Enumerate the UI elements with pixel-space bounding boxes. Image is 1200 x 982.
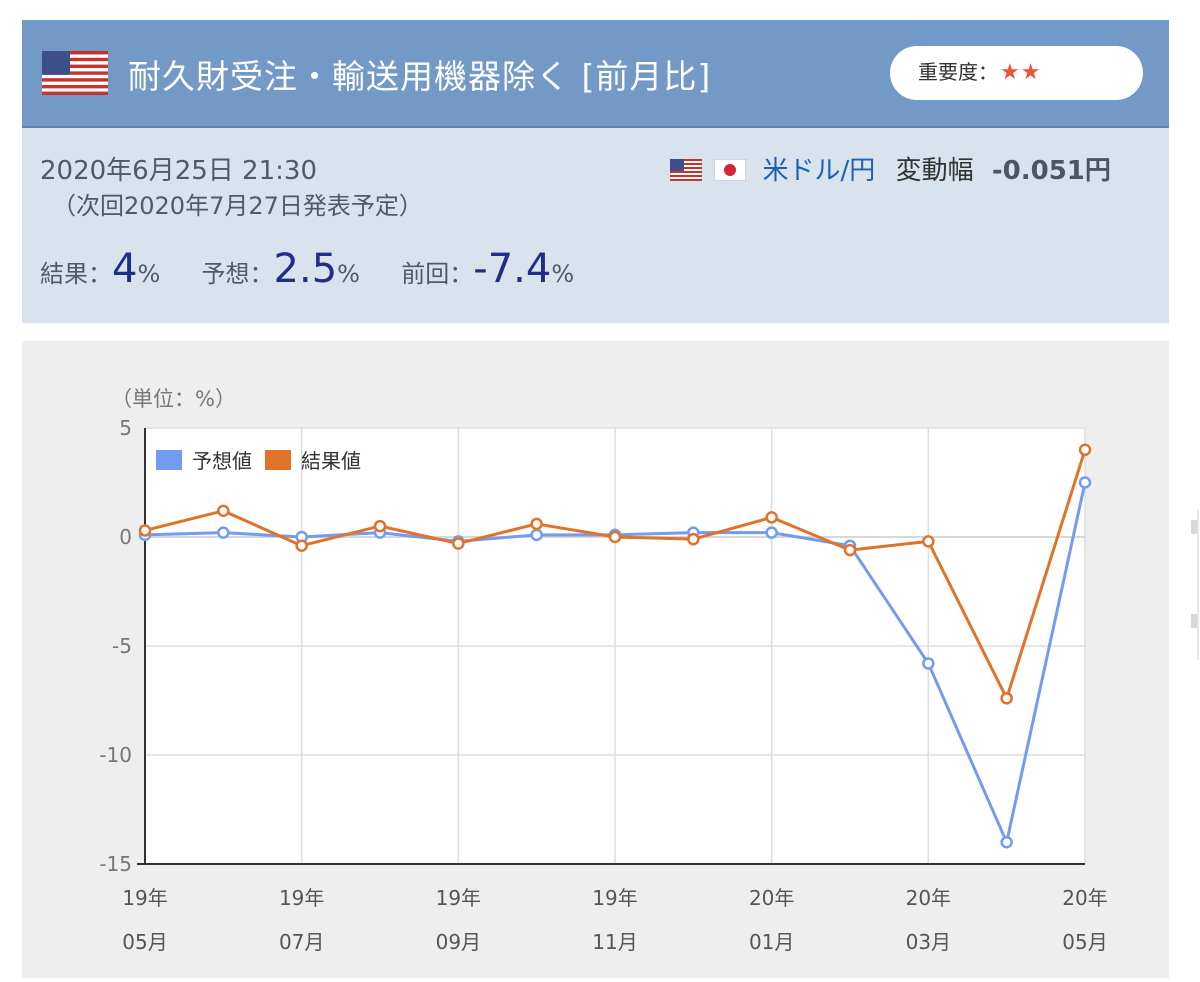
unit-label: （単位：%） bbox=[111, 387, 236, 411]
y-tick-label: -10 bbox=[99, 743, 132, 767]
data-point bbox=[1000, 692, 1013, 705]
release-datetime: 2020年6月25日 21:30 bbox=[40, 156, 317, 186]
x-tick-year: 19年 bbox=[592, 886, 637, 910]
indicator-title: 耐久財受注・輸送用機器除く [前月比] bbox=[128, 57, 712, 96]
line-chart: （単位：%） 5 0 -5 -10 -15 19年 05月 19年 07月 19年 09月 19年 11… bbox=[99, 387, 1107, 954]
x-tick-year: 19年 bbox=[122, 886, 167, 910]
us-flag-small-icon bbox=[670, 159, 702, 181]
scrollbar[interactable] bbox=[1188, 510, 1200, 660]
previous-label: 前回： bbox=[401, 260, 474, 288]
release-info-panel: 2020年6月25日 21:30 （次回2020年7月27日発表予定） 米ドル/… bbox=[22, 128, 1169, 323]
x-tick-year: 20年 bbox=[906, 886, 951, 910]
data-point bbox=[138, 524, 152, 537]
change-value: -0.051円 bbox=[991, 156, 1111, 186]
data-point bbox=[217, 526, 230, 539]
x-tick-month: 07月 bbox=[279, 930, 324, 954]
data-point bbox=[530, 517, 543, 531]
change-label: 変動幅 bbox=[895, 156, 974, 186]
us-flag-icon bbox=[42, 51, 108, 95]
legend-label: 予想値 bbox=[192, 449, 252, 473]
forecast-unit: % bbox=[337, 260, 360, 288]
currency-pair-link[interactable]: 米ドル/円 bbox=[762, 156, 876, 186]
result-summary: 結果：4% 予想：2.5% 前回：-7.4% bbox=[40, 246, 574, 292]
x-tick-month: 09月 bbox=[436, 930, 481, 954]
previous-unit: % bbox=[551, 260, 575, 288]
currency-pair-change: 米ドル/円 変動幅 -0.051円 bbox=[670, 150, 1111, 187]
x-tick-month: 11月 bbox=[592, 930, 637, 954]
importance-label: 重要度： bbox=[918, 60, 998, 84]
importance-stars-icon: ★★ bbox=[1000, 60, 1042, 85]
japan-flag-icon bbox=[714, 159, 747, 181]
y-tick-label: -5 bbox=[112, 634, 132, 658]
forecast-value: 2.5 bbox=[273, 246, 338, 292]
data-point bbox=[922, 535, 935, 548]
data-point bbox=[373, 519, 387, 533]
y-tick-label: 0 bbox=[119, 525, 132, 549]
data-point bbox=[217, 504, 230, 518]
data-point bbox=[1000, 835, 1013, 849]
result-value: 4 bbox=[112, 246, 138, 292]
x-tick-year: 19年 bbox=[279, 886, 324, 910]
forecast-label: 予想： bbox=[201, 260, 274, 288]
x-tick-month: 05月 bbox=[1062, 930, 1107, 954]
result-label: 結果： bbox=[40, 260, 112, 288]
legend-label: 結果値 bbox=[301, 449, 361, 473]
x-tick-month: 01月 bbox=[749, 930, 794, 954]
y-tick-label: 5 bbox=[119, 416, 132, 440]
data-point bbox=[765, 526, 778, 539]
x-tick-year: 20年 bbox=[1062, 886, 1107, 910]
data-point bbox=[530, 528, 543, 542]
data-point bbox=[295, 539, 308, 552]
importance-badge: 重要度：★★ bbox=[890, 46, 1143, 100]
indicator-header: 耐久財受注・輸送用機器除く [前月比] 重要度：★★ bbox=[22, 20, 1169, 128]
data-point bbox=[452, 537, 465, 550]
x-tick-year: 19年 bbox=[436, 886, 481, 910]
data-point bbox=[608, 530, 622, 544]
legend-swatch bbox=[263, 448, 293, 472]
data-point bbox=[765, 511, 778, 524]
previous-value: -7.4 bbox=[473, 246, 552, 292]
result-unit: % bbox=[137, 260, 161, 288]
data-point bbox=[843, 543, 857, 557]
data-point bbox=[922, 657, 935, 670]
data-point bbox=[687, 532, 700, 546]
x-tick-year: 20年 bbox=[749, 886, 794, 910]
y-tick-label: -15 bbox=[99, 852, 132, 876]
x-tick-month: 03月 bbox=[906, 930, 951, 954]
data-point bbox=[1078, 476, 1092, 489]
data-point bbox=[1078, 443, 1092, 457]
legend-swatch bbox=[154, 448, 184, 472]
chart-panel: （単位：%） 5 0 -5 -10 -15 19年 05月 19年 07月 19年 09月 19年 11… bbox=[22, 341, 1169, 978]
next-release: （次回2020年7月27日発表予定） bbox=[52, 192, 423, 220]
x-tick-month: 05月 bbox=[122, 930, 167, 954]
